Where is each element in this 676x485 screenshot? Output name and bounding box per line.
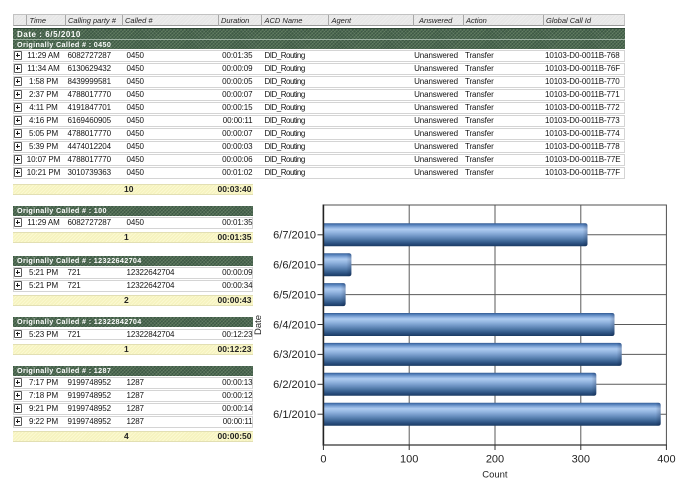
svg-text:6/5/2010: 6/5/2010 bbox=[273, 289, 316, 301]
svg-text:6/2/2010: 6/2/2010 bbox=[273, 379, 316, 391]
svg-text:100: 100 bbox=[400, 454, 418, 466]
svg-text:200: 200 bbox=[486, 454, 504, 466]
svg-text:0: 0 bbox=[320, 454, 326, 466]
svg-text:6/3/2010: 6/3/2010 bbox=[273, 349, 316, 361]
svg-text:6/4/2010: 6/4/2010 bbox=[273, 319, 316, 331]
svg-text:300: 300 bbox=[572, 454, 590, 466]
svg-text:Count: Count bbox=[482, 470, 508, 481]
svg-text:6/6/2010: 6/6/2010 bbox=[273, 260, 316, 272]
svg-text:6/1/2010: 6/1/2010 bbox=[273, 409, 316, 421]
svg-text:400: 400 bbox=[657, 454, 675, 466]
svg-text:Date: Date bbox=[253, 315, 264, 335]
svg-text:6/7/2010: 6/7/2010 bbox=[273, 230, 316, 242]
